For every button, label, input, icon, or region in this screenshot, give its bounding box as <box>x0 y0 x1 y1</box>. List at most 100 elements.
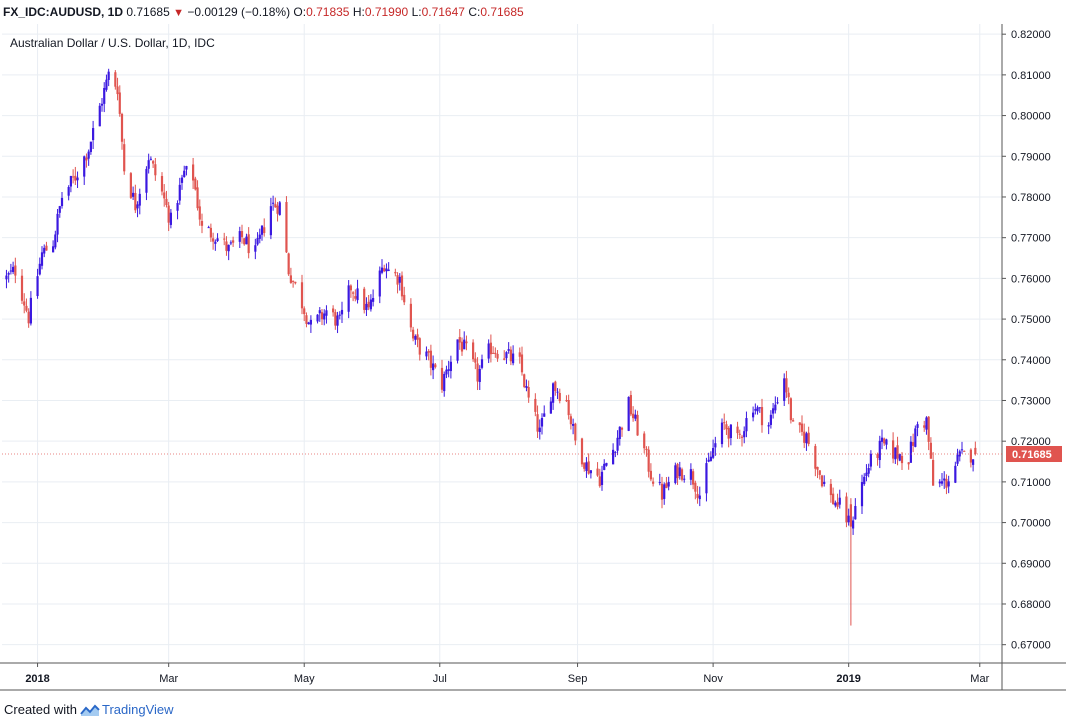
candle-body <box>540 418 544 427</box>
candle-body <box>14 265 17 276</box>
candle-body <box>72 176 75 178</box>
y-tick-label: 0.82000 <box>1011 29 1051 41</box>
candle-body <box>549 401 552 414</box>
candle-body <box>712 448 715 458</box>
candle-body <box>147 160 150 169</box>
candlestick-chart[interactable]: 0.82000 0.81000 0.80000 0.79000 0.78000 0.770… <box>0 0 1066 700</box>
candle-body <box>427 351 430 353</box>
candle-body <box>263 227 266 234</box>
candle-body <box>745 418 748 432</box>
candle-body <box>378 270 381 297</box>
candle-body <box>287 253 290 275</box>
candle-body <box>352 292 355 294</box>
candle-body <box>696 493 699 498</box>
candle-body <box>163 192 166 199</box>
candle-body <box>896 445 899 459</box>
candle-body <box>176 202 179 211</box>
candle-body <box>867 468 870 474</box>
candle-body <box>943 478 946 481</box>
candle-body <box>847 515 850 523</box>
candle-body <box>434 364 437 368</box>
y-tick-label: 0.75000 <box>1011 314 1051 326</box>
candle-body <box>618 426 621 440</box>
candle-body <box>52 246 55 253</box>
y-tick-label: 0.74000 <box>1011 355 1051 367</box>
candle-body <box>523 374 526 387</box>
candle-body <box>316 314 319 322</box>
candle-body <box>574 423 577 441</box>
candle-body <box>129 173 132 198</box>
candle-body <box>767 425 770 427</box>
candle-body <box>929 442 932 459</box>
x-tick-label: Sep <box>568 673 588 685</box>
candle-body <box>883 438 886 444</box>
candle-body <box>463 339 466 350</box>
candle-body <box>247 234 250 254</box>
candle-body <box>58 206 61 213</box>
chart-grid <box>2 24 1002 663</box>
candle-body <box>272 202 275 204</box>
y-tick-label: 0.77000 <box>1011 233 1051 245</box>
candle-body <box>738 433 741 435</box>
last-price-label: 0.71685 <box>1012 449 1052 461</box>
candle-body <box>634 414 637 419</box>
candle-body <box>536 414 539 432</box>
candle-body <box>29 297 32 324</box>
candle-body <box>136 204 139 209</box>
candle-body <box>207 227 210 229</box>
candle-body <box>92 128 95 141</box>
candle-body <box>98 105 101 127</box>
open-value: 0.71835 <box>306 5 350 19</box>
y-tick-label: 0.79000 <box>1011 151 1051 163</box>
candle-body <box>652 481 655 484</box>
candle-body <box>394 271 397 274</box>
candle-body <box>232 240 235 243</box>
candle-body <box>556 391 559 393</box>
candle-body <box>725 424 728 430</box>
candle-body <box>385 268 388 272</box>
candle-body <box>612 449 615 465</box>
candle-body <box>729 424 732 439</box>
candle-body <box>240 231 244 238</box>
candle-body <box>894 447 897 460</box>
candle-body <box>629 395 632 415</box>
candle-body <box>332 308 335 313</box>
candle-body <box>23 301 26 306</box>
candle-body <box>305 315 308 324</box>
candle-body <box>674 465 677 483</box>
tradingview-brand[interactable]: TradingView <box>101 702 174 717</box>
candle-body <box>216 238 219 242</box>
candle-body <box>520 354 524 373</box>
candle-body <box>885 439 888 445</box>
candle-body <box>580 438 584 465</box>
candle-body <box>238 231 241 242</box>
candle-body <box>880 437 884 442</box>
candle-body <box>145 168 148 193</box>
last-price-badge <box>1006 446 1062 463</box>
candle-body <box>449 361 452 372</box>
candle-body <box>69 175 72 187</box>
candle-body <box>743 431 746 438</box>
candle-body <box>105 79 108 90</box>
candle-body <box>472 342 475 360</box>
candle-body <box>947 481 950 487</box>
candle-body <box>558 392 561 402</box>
candle-body <box>912 442 915 446</box>
candle-body <box>789 398 792 421</box>
candle-body <box>974 447 977 455</box>
candle-body <box>692 471 695 485</box>
candle-body <box>834 502 837 506</box>
candle-body <box>876 454 879 458</box>
created-with-label: Created with <box>4 702 77 717</box>
candle-body <box>169 212 172 225</box>
candle-body <box>829 483 832 496</box>
x-tick-label: 2019 <box>836 673 860 685</box>
candle-body <box>852 520 855 529</box>
candle-body <box>480 359 484 368</box>
candle-body <box>487 343 490 359</box>
candle-body <box>647 449 650 472</box>
candle-body <box>107 71 110 80</box>
candle-body <box>596 468 599 476</box>
candle-body <box>323 313 326 320</box>
candle-body <box>400 275 404 297</box>
